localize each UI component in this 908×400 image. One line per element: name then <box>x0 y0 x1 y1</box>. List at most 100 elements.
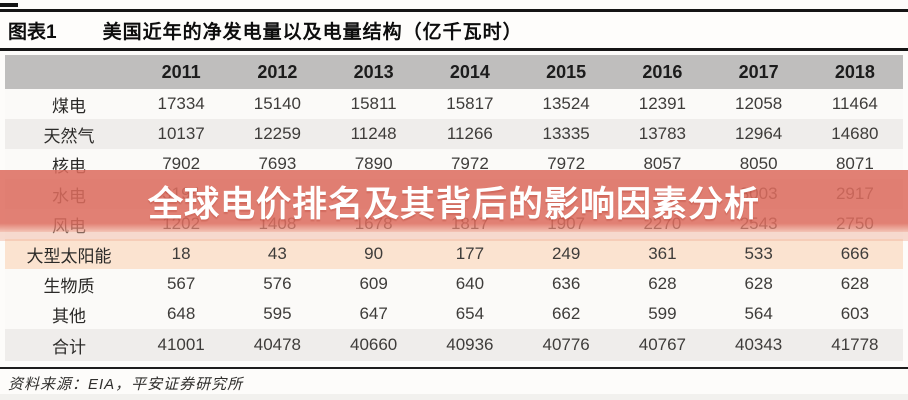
value-cell: 14680 <box>831 124 879 143</box>
row-label: 其他 <box>52 306 86 326</box>
value-cell: 2750 <box>835 214 874 233</box>
row-label: 核电 <box>52 156 86 176</box>
value-cell: 666 <box>840 244 870 263</box>
value-cell: 40776 <box>542 335 590 354</box>
year-header: 2014 <box>421 55 518 89</box>
value-cell: 595 <box>263 304 292 323</box>
year-header: 2017 <box>710 55 807 89</box>
value-cell: 361 <box>648 244 677 263</box>
value-cell: 654 <box>455 304 485 323</box>
value-cell: 177 <box>455 244 485 263</box>
row-label: 煤电 <box>52 96 86 116</box>
table-header-row: 2011 2012 2013 2014 2015 2016 2017 2018 <box>5 55 903 89</box>
figure-title-bar: 图表1 美国近年的净发电量以及电量结构（亿千瓦时） <box>0 9 908 51</box>
value-cell: 13524 <box>542 94 590 113</box>
page-edge-mark <box>0 3 18 7</box>
value-cell: 603 <box>840 304 870 323</box>
year-header: 2015 <box>518 55 615 89</box>
year-header: 2013 <box>325 55 422 89</box>
value-cell: 1907 <box>547 214 586 233</box>
row-label: 水电 <box>52 186 86 206</box>
table-row-other: 其他 648 595 647 654 662 599 564 603 <box>5 299 903 329</box>
year-header: 2016 <box>614 55 711 89</box>
value-cell: 13783 <box>638 124 687 143</box>
value-cell: 533 <box>744 244 773 263</box>
value-cell: 564 <box>744 304 773 323</box>
table-row-gas: 天然气 10137 12259 11248 11266 13335 13783 … <box>5 119 903 149</box>
value-cell: 90 <box>364 244 384 263</box>
value-cell: 640 <box>455 274 485 293</box>
value-cell: 11248 <box>350 124 397 143</box>
value-cell: 11266 <box>446 124 493 143</box>
value-cell: 40343 <box>734 335 783 354</box>
footer-divider <box>0 367 908 369</box>
table-row-nuclear: 核电 7902 7693 7890 7972 7972 8057 8050 80… <box>5 149 903 179</box>
table-row-coal: 煤电 17334 15140 15811 15817 13524 12391 1… <box>5 89 903 119</box>
value-cell: 628 <box>744 274 773 293</box>
year-header: 2011 <box>133 55 230 89</box>
value-cell: 8071 <box>835 154 874 173</box>
value-cell: 3003 <box>739 184 778 203</box>
row-label: 合计 <box>52 337 86 357</box>
value-cell: 40660 <box>349 335 398 354</box>
value-cell <box>326 179 422 209</box>
value-cell: 3194 <box>162 184 201 203</box>
value-cell: 648 <box>166 304 196 323</box>
value-cell: 7693 <box>258 154 297 173</box>
value-cell <box>422 179 518 209</box>
value-cell: 12259 <box>253 124 302 143</box>
value-cell <box>518 179 614 209</box>
value-cell: 7902 <box>162 154 201 173</box>
table-row-utility-solar: 大型太阳能 18 43 90 177 249 361 533 666 <box>5 239 903 269</box>
value-cell: 18 <box>171 244 191 263</box>
row-label: 天然气 <box>43 126 95 146</box>
corner-cell <box>5 55 133 89</box>
generation-data-table: 2011 2012 2013 2014 2015 2016 2017 2018 … <box>5 55 903 361</box>
page-bottom-strip <box>0 394 908 400</box>
table-row-wind: 风电 1202 1408 1678 1817 1907 2270 2543 27… <box>5 209 903 239</box>
value-cell: 7972 <box>450 154 489 173</box>
value-cell: 628 <box>648 274 677 293</box>
value-cell: 1202 <box>162 214 201 233</box>
figure-number-label: 图表1 <box>8 21 57 43</box>
value-cell: 15140 <box>253 94 302 113</box>
value-cell: 40478 <box>253 335 302 354</box>
value-cell: 1817 <box>450 214 489 233</box>
value-cell: 636 <box>551 274 581 293</box>
data-table: 2011 2012 2013 2014 2015 2016 2017 2018 … <box>5 55 903 361</box>
source-note: 资料来源：EIA，平安证券研究所 <box>8 376 244 393</box>
value-cell: 7972 <box>547 154 586 173</box>
value-cell: 12058 <box>734 94 783 113</box>
value-cell: 1678 <box>354 214 393 233</box>
value-cell: 15811 <box>350 94 397 113</box>
row-label: 大型太阳能 <box>26 246 112 266</box>
year-header: 2012 <box>229 55 326 89</box>
value-cell: 2543 <box>739 214 778 233</box>
value-cell: 2917 <box>835 184 874 203</box>
value-cell: 628 <box>840 274 870 293</box>
value-cell: 13335 <box>542 124 590 143</box>
value-cell: 12391 <box>638 94 687 113</box>
value-cell: 662 <box>551 304 581 323</box>
value-cell: 609 <box>359 274 388 293</box>
table-row-biomass: 生物质 567 576 609 640 636 628 628 628 <box>5 269 903 299</box>
value-cell: 8050 <box>739 154 778 173</box>
table-row-hydro: 水电 3194 3003 2917 <box>5 179 903 209</box>
row-label: 风电 <box>52 216 86 236</box>
value-cell: 40936 <box>446 335 494 354</box>
value-cell: 2270 <box>643 214 682 233</box>
value-cell <box>229 179 325 209</box>
value-cell: 15817 <box>446 94 494 113</box>
value-cell: 249 <box>551 244 581 263</box>
value-cell: 7890 <box>354 154 393 173</box>
table-row-total: 合计 41001 40478 40660 40936 40776 40767 4… <box>5 329 903 361</box>
value-cell: 41778 <box>831 335 879 354</box>
figure-title: 美国近年的净发电量以及电量结构（亿千瓦时） <box>102 21 523 43</box>
value-cell: 17334 <box>157 94 205 113</box>
value-cell: 41001 <box>157 335 205 354</box>
value-cell <box>614 179 710 209</box>
value-cell: 647 <box>359 304 388 323</box>
value-cell: 10137 <box>157 124 205 143</box>
year-header: 2018 <box>806 55 903 89</box>
value-cell: 576 <box>263 274 292 293</box>
